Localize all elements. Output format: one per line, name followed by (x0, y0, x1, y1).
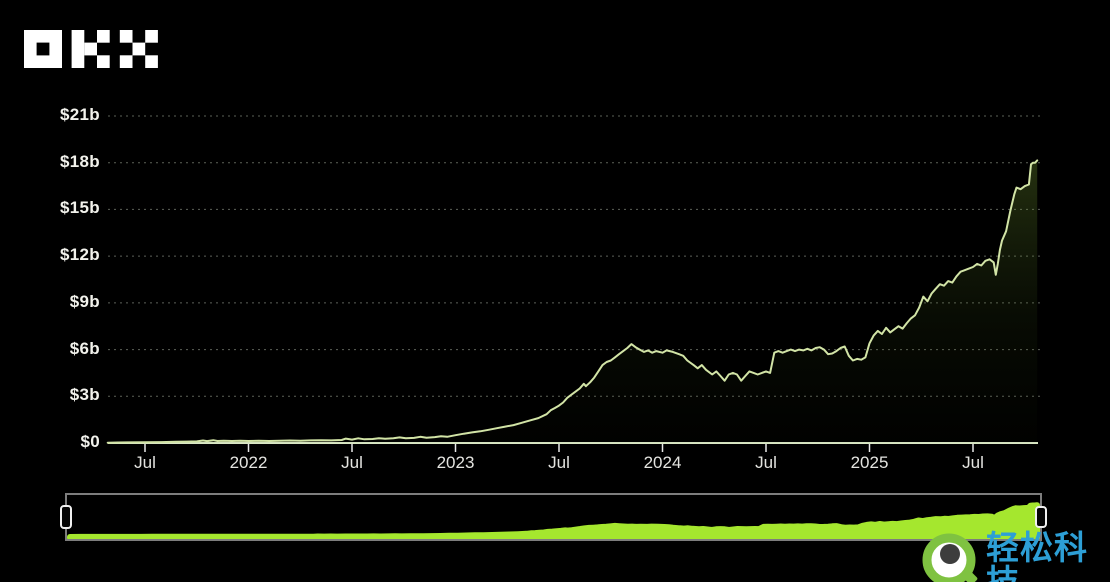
x-tick-label: Jul (134, 453, 156, 472)
watermark-eye-logo (922, 533, 978, 582)
y-tick-label: $12b (60, 245, 100, 265)
y-tick-label: $21b (60, 105, 100, 124)
y-tick-label: $18b (60, 151, 100, 171)
x-tick-label: Jul (341, 453, 363, 472)
okx-logo (24, 30, 158, 68)
y-tick-label: $15b (60, 198, 100, 218)
brush-area (67, 502, 1040, 540)
y-tick-label: $9b (69, 291, 100, 311)
watermark: 轻松科技 YNQINGSONG.COM (922, 531, 1110, 582)
x-tick-label: Jul (548, 453, 570, 472)
x-axis (144, 444, 974, 452)
chart-area-series (106, 159, 1039, 444)
brush-handle-left[interactable] (60, 505, 72, 529)
area-fill (107, 160, 1038, 443)
brush-mini-chart (67, 502, 1040, 540)
watermark-title: 轻松科技 (986, 528, 1088, 582)
x-tick-label: 2023 (436, 453, 475, 472)
x-tick-label: 2025 (850, 453, 889, 472)
brush-handle-right[interactable] (1035, 506, 1047, 528)
x-tick-label: 2024 (643, 453, 682, 472)
x-tick-label: Jul (962, 453, 984, 472)
x-tick-label: 2022 (229, 453, 268, 472)
y-tick-label: $3b (69, 385, 100, 405)
y-tick-label: $0 (80, 432, 100, 451)
y-tick-label: $6b (69, 338, 100, 358)
chart-line (106, 159, 1039, 444)
x-tick-label: Jul (755, 453, 777, 472)
